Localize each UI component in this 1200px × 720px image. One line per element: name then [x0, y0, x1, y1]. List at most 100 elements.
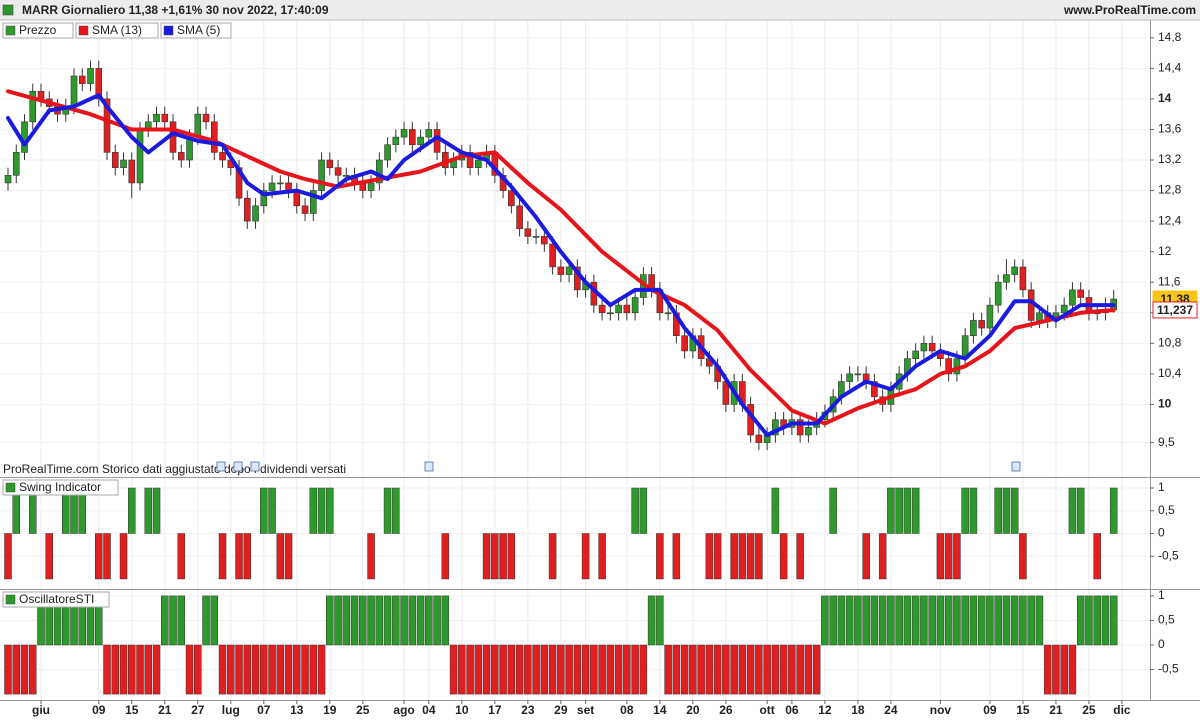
indicator-bar	[268, 487, 276, 534]
candle-body	[1060, 304, 1068, 314]
indicator-bar	[177, 595, 186, 646]
indicator-bar	[309, 487, 318, 534]
x-tick-label: 20	[686, 703, 700, 717]
indicator-bar	[177, 533, 186, 580]
legend-swatch	[5, 25, 16, 36]
indicator-bar	[656, 533, 664, 580]
header-icon	[2, 4, 14, 16]
candle-body	[301, 205, 309, 214]
indicator-bar	[928, 595, 936, 646]
panel-icon	[5, 482, 16, 493]
indicator-bar	[903, 487, 912, 534]
indicator-bar	[466, 644, 474, 695]
indicator-bar	[713, 644, 722, 695]
candle-body	[557, 266, 565, 275]
indicator-bar	[293, 644, 301, 695]
candle-body	[912, 350, 919, 359]
indicator-bar	[672, 533, 681, 580]
indicator-bar	[284, 644, 293, 695]
indicator-bar	[1010, 487, 1019, 534]
indicator-bar	[1002, 487, 1011, 534]
candle-body	[755, 434, 763, 443]
legend-box	[2, 22, 74, 39]
indicator-bar	[326, 487, 334, 534]
indicator-bar	[614, 644, 623, 695]
x-tick-label: ago	[393, 703, 414, 717]
candle-body	[1077, 289, 1084, 298]
indicator-bar	[878, 595, 887, 646]
y-tick-label: 12	[1158, 244, 1172, 258]
indicator-bar	[911, 595, 920, 646]
candle-body	[1069, 289, 1076, 306]
candle-body	[210, 121, 218, 153]
indicator-bar	[202, 595, 210, 646]
indicator-bar	[218, 533, 227, 580]
x-tick-label: 26	[719, 703, 733, 717]
indicator-bar	[854, 595, 862, 646]
indicator-bar	[433, 595, 441, 646]
candle-body	[409, 129, 416, 146]
panel-label-box	[2, 479, 119, 496]
y-tick-label: 1	[1158, 588, 1165, 602]
x-tick-label: 09	[983, 703, 997, 717]
candle-body	[78, 75, 86, 84]
candle-body	[260, 190, 268, 207]
indicator-bar	[573, 644, 582, 695]
candle-body	[219, 152, 226, 161]
indicator-bar	[812, 644, 821, 695]
candle-body	[243, 197, 251, 222]
indicator-bar	[944, 595, 953, 646]
indicator-bar	[656, 595, 664, 646]
y-tick-label: 0,5	[1158, 503, 1175, 517]
indicator-bar	[590, 644, 598, 695]
x-tick-label: 25	[356, 703, 370, 717]
candle-body	[994, 281, 1002, 306]
candle-body	[202, 113, 210, 123]
candle-body	[194, 113, 202, 138]
candle-body	[4, 174, 12, 184]
indicator-bar	[4, 644, 12, 695]
indicator-bar	[515, 644, 524, 695]
plot-layer: giu 09 15 21 27 lug 07 13 19 25 ago 04 10 17 23 29 set 08…	[0, 21, 1198, 717]
indicator-bar	[837, 595, 846, 646]
x-tick-label: 19	[323, 703, 337, 717]
note-icon	[424, 461, 434, 472]
indicator-bar	[845, 595, 854, 646]
indicator-bar	[821, 595, 829, 646]
indicator-bar	[499, 644, 507, 695]
indicator-bar	[746, 533, 755, 580]
indicator-bar	[235, 644, 243, 695]
indicator-bar	[1027, 595, 1035, 646]
indicator-bar	[152, 487, 161, 534]
indicator-bar	[128, 487, 136, 534]
indicator-bar	[532, 644, 540, 695]
indicator-bar	[1019, 533, 1027, 580]
indicator-bar	[103, 533, 111, 580]
indicator-bar	[977, 595, 986, 646]
candle-body	[549, 243, 556, 268]
indicator-bar	[1052, 644, 1060, 695]
indicator-bar	[730, 533, 738, 580]
indicator-bar	[1085, 595, 1093, 646]
indicator-bar	[689, 644, 697, 695]
indicator-bar	[491, 533, 499, 580]
candle-body	[772, 419, 779, 436]
note-icons	[216, 461, 1021, 472]
candle-body	[920, 343, 928, 352]
indicator-bar	[482, 533, 491, 580]
header-bar	[0, 0, 1200, 20]
candle-body	[524, 228, 532, 237]
indicator-bar	[458, 644, 466, 695]
candle-body	[607, 312, 614, 315]
indicator-bar	[771, 487, 780, 534]
indicator-bar	[1076, 595, 1085, 646]
indicator-bar	[581, 533, 590, 580]
candle-body	[805, 427, 812, 436]
indicator-bar	[276, 533, 285, 580]
legend-box	[160, 22, 232, 39]
indicator-bar	[152, 644, 161, 695]
candle-body	[508, 190, 515, 207]
indicator-bar	[119, 644, 128, 695]
